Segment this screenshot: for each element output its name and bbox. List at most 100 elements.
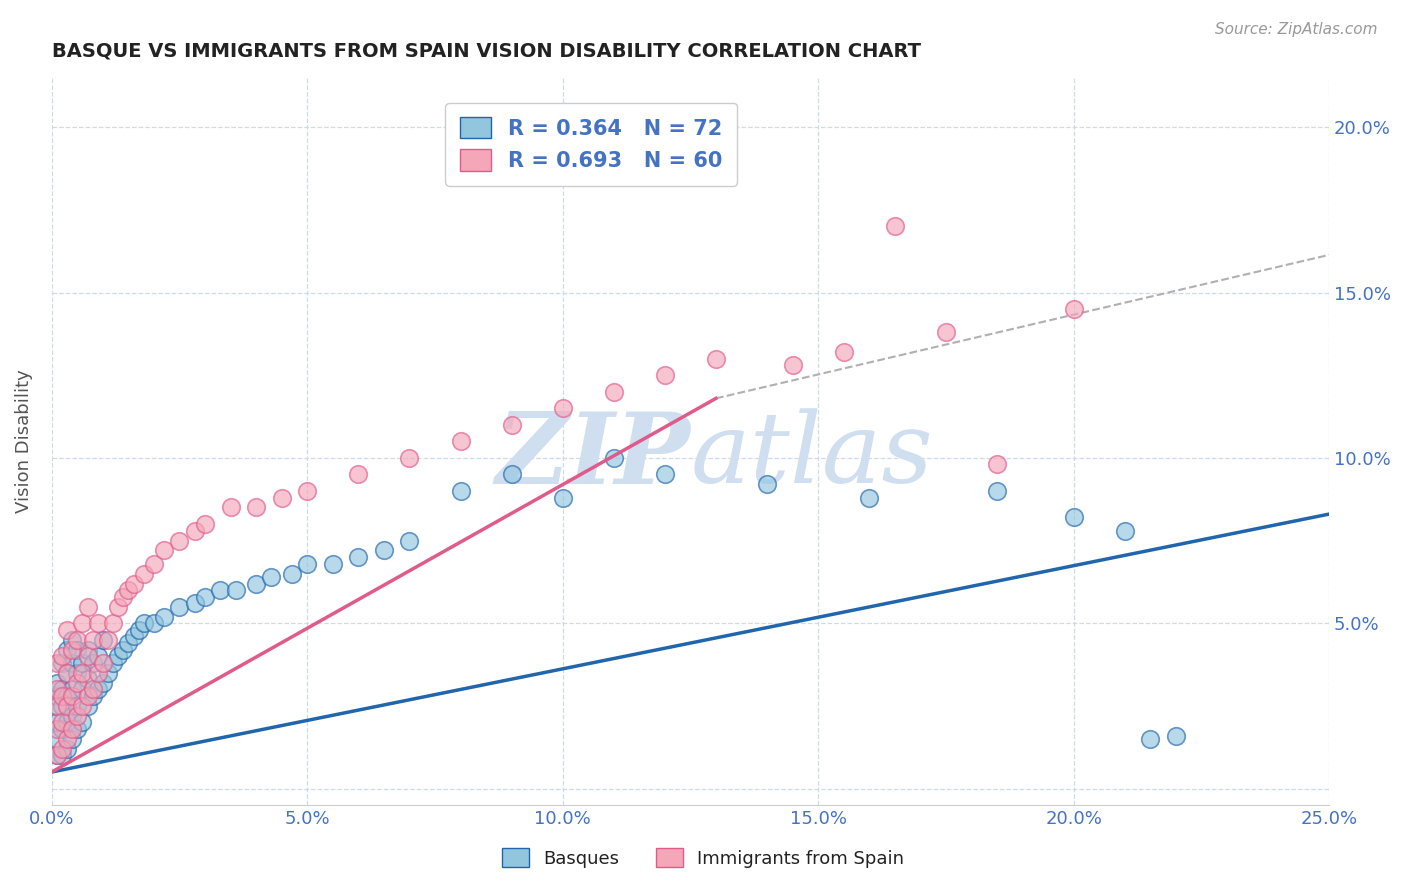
- Point: [142, 616, 165, 631]
- Point: [132, 566, 155, 581]
- Point: [97, 632, 120, 647]
- Point: [398, 533, 420, 548]
- Point: [51, 656, 73, 670]
- Point: [1114, 524, 1136, 538]
- Point: [1139, 731, 1161, 746]
- Point: [56, 623, 79, 637]
- Point: [194, 516, 217, 531]
- Point: [322, 557, 344, 571]
- Point: [858, 491, 880, 505]
- Point: [60, 722, 83, 736]
- Point: [87, 616, 110, 631]
- Point: [72, 616, 94, 631]
- Point: [60, 632, 83, 647]
- Point: [66, 722, 89, 736]
- Point: [551, 401, 574, 416]
- Text: ZIP: ZIP: [495, 408, 690, 504]
- Point: [107, 599, 129, 614]
- Point: [184, 596, 207, 610]
- Point: [373, 543, 395, 558]
- Point: [117, 636, 139, 650]
- Point: [76, 649, 98, 664]
- Point: [101, 656, 124, 670]
- Point: [347, 467, 370, 482]
- Point: [153, 609, 176, 624]
- Point: [245, 576, 267, 591]
- Point: [45, 722, 67, 736]
- Y-axis label: Vision Disability: Vision Disability: [15, 369, 32, 513]
- Point: [72, 715, 94, 730]
- Point: [76, 599, 98, 614]
- Point: [60, 708, 83, 723]
- Point: [501, 467, 523, 482]
- Point: [245, 500, 267, 515]
- Point: [66, 698, 89, 713]
- Point: [347, 550, 370, 565]
- Point: [184, 524, 207, 538]
- Point: [56, 698, 79, 713]
- Point: [654, 467, 676, 482]
- Point: [270, 491, 292, 505]
- Point: [45, 698, 67, 713]
- Point: [142, 557, 165, 571]
- Point: [219, 500, 242, 515]
- Point: [60, 731, 83, 746]
- Point: [782, 359, 804, 373]
- Point: [169, 533, 191, 548]
- Point: [986, 458, 1008, 472]
- Point: [132, 616, 155, 631]
- Point: [169, 599, 191, 614]
- Text: BASQUE VS IMMIGRANTS FROM SPAIN VISION DISABILITY CORRELATION CHART: BASQUE VS IMMIGRANTS FROM SPAIN VISION D…: [52, 42, 921, 61]
- Point: [97, 665, 120, 680]
- Point: [194, 590, 217, 604]
- Point: [281, 566, 304, 581]
- Point: [1063, 301, 1085, 316]
- Point: [72, 682, 94, 697]
- Point: [56, 642, 79, 657]
- Point: [603, 450, 626, 465]
- Point: [654, 368, 676, 383]
- Point: [297, 557, 319, 571]
- Point: [56, 742, 79, 756]
- Point: [45, 656, 67, 670]
- Point: [82, 632, 104, 647]
- Point: [122, 576, 145, 591]
- Point: [45, 698, 67, 713]
- Point: [986, 483, 1008, 498]
- Point: [704, 351, 727, 366]
- Point: [832, 345, 855, 359]
- Point: [51, 742, 73, 756]
- Point: [82, 656, 104, 670]
- Point: [101, 616, 124, 631]
- Text: Source: ZipAtlas.com: Source: ZipAtlas.com: [1215, 22, 1378, 37]
- Point: [209, 583, 232, 598]
- Point: [76, 673, 98, 687]
- Point: [883, 219, 905, 234]
- Point: [398, 450, 420, 465]
- Point: [76, 642, 98, 657]
- Point: [45, 731, 67, 746]
- Point: [45, 682, 67, 697]
- Point: [56, 715, 79, 730]
- Point: [56, 665, 79, 680]
- Point: [45, 715, 67, 730]
- Point: [60, 682, 83, 697]
- Point: [51, 715, 73, 730]
- Point: [60, 689, 83, 703]
- Point: [72, 665, 94, 680]
- Point: [87, 665, 110, 680]
- Point: [117, 583, 139, 598]
- Point: [153, 543, 176, 558]
- Point: [112, 590, 135, 604]
- Point: [45, 675, 67, 690]
- Point: [935, 325, 957, 339]
- Point: [87, 649, 110, 664]
- Point: [297, 483, 319, 498]
- Point: [107, 649, 129, 664]
- Point: [51, 748, 73, 763]
- Point: [603, 384, 626, 399]
- Point: [51, 698, 73, 713]
- Point: [450, 434, 472, 449]
- Point: [76, 698, 98, 713]
- Point: [87, 682, 110, 697]
